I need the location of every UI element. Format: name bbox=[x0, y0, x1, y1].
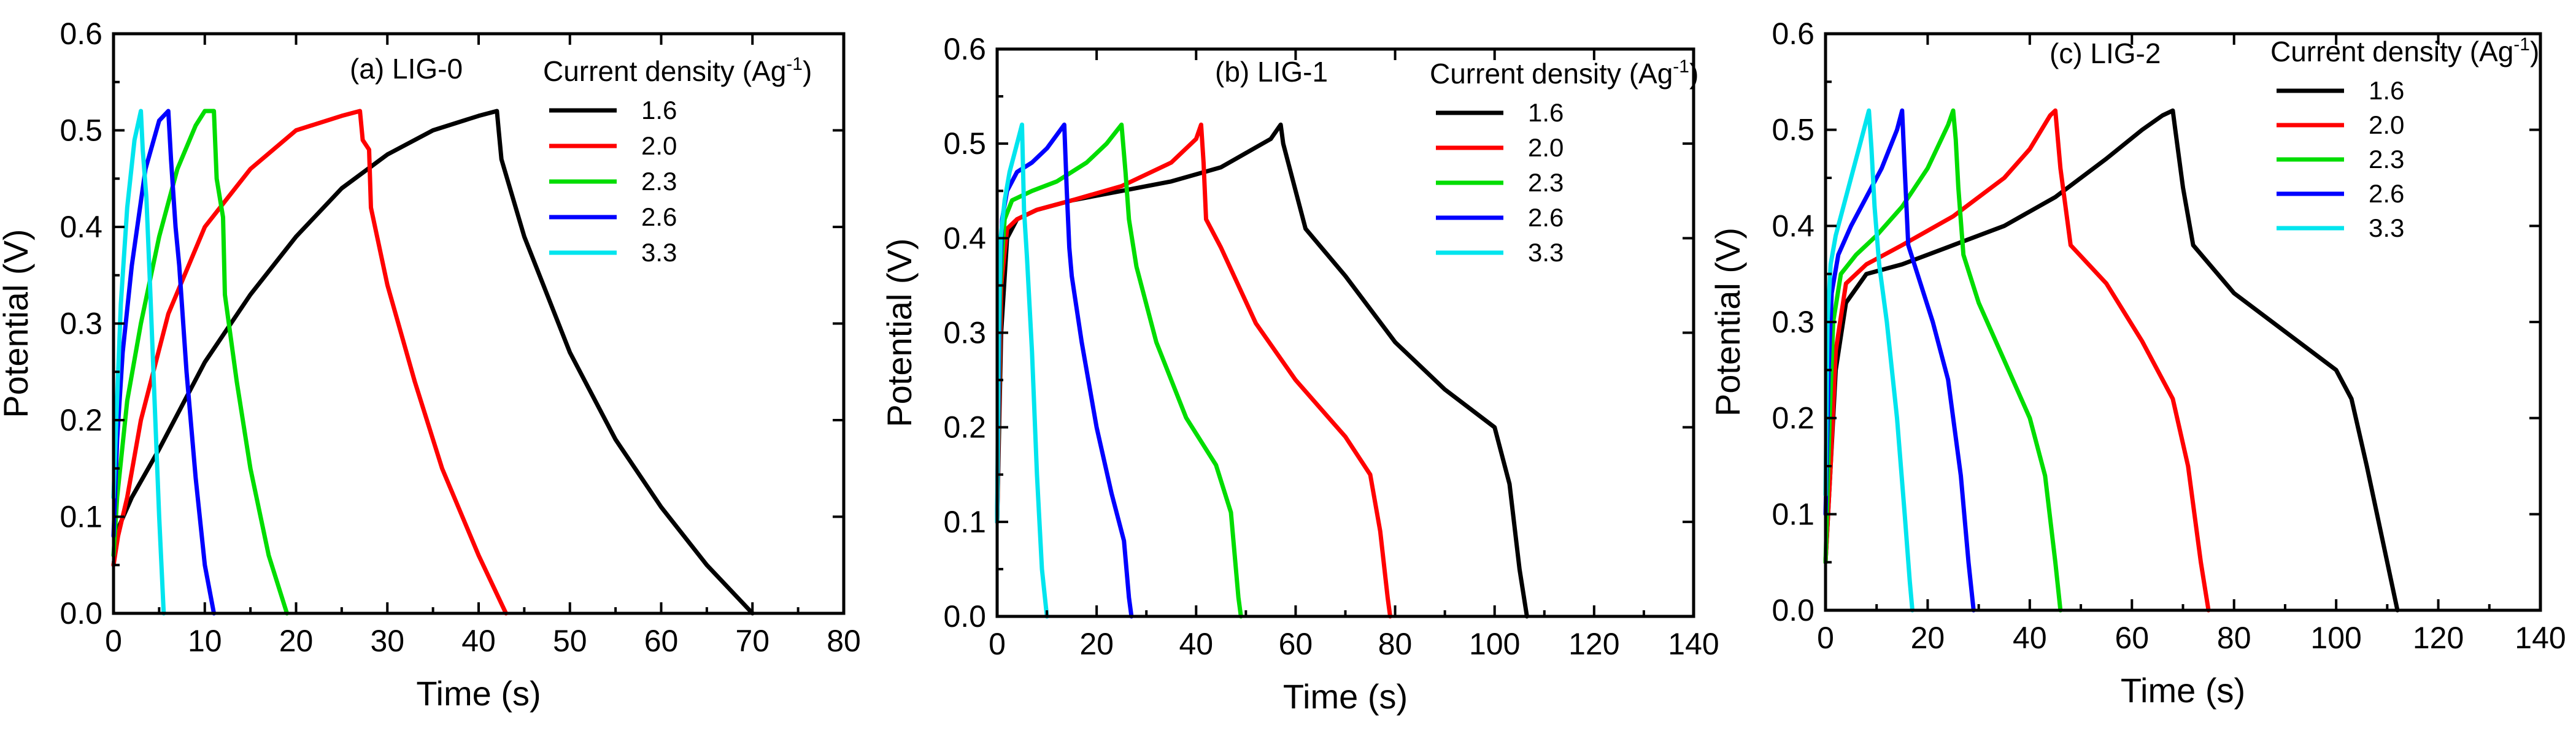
x-tick-label: 80 bbox=[2217, 621, 2251, 655]
x-tick-label: 60 bbox=[644, 624, 679, 658]
x-tick-label: 20 bbox=[1079, 627, 1114, 661]
y-tick-label: 0.5 bbox=[943, 126, 986, 161]
series-line-2.0 bbox=[1823, 108, 2211, 613]
chart-panel-0: 0 10 20 30 40 50 60 70 80 0.0 0.1 0.2 0.3 0.4 0.5 0.6 Ti… bbox=[0, 17, 861, 713]
y-tick-label: 0.1 bbox=[60, 500, 102, 534]
legend-label-2.6: 2.6 bbox=[641, 202, 677, 231]
x-tick-label: 0 bbox=[1817, 621, 1834, 655]
x-axis-title: Time (s) bbox=[1283, 677, 1408, 716]
x-tick-label: 10 bbox=[188, 624, 222, 658]
x-tick-label: 100 bbox=[2310, 621, 2361, 655]
legend-label-2.3: 2.3 bbox=[641, 167, 677, 196]
x-tick-label: 140 bbox=[2515, 621, 2566, 655]
y-tick-label: 0.0 bbox=[60, 596, 102, 631]
legend-label-2.0: 2.0 bbox=[2369, 110, 2404, 139]
y-tick-label: 0.3 bbox=[1772, 305, 1814, 339]
panel-title: (a) LIG-0 bbox=[350, 53, 463, 85]
series-line-2.0 bbox=[995, 122, 1392, 619]
x-tick-label: 0 bbox=[105, 624, 122, 658]
x-tick-label: 80 bbox=[827, 624, 861, 658]
legend-label-2.0: 2.0 bbox=[641, 131, 677, 160]
series-line-3.3 bbox=[995, 122, 1049, 619]
series-line-2.6 bbox=[111, 109, 217, 616]
y-tick-label: 0.2 bbox=[60, 403, 102, 437]
x-axis-title: Time (s) bbox=[2121, 671, 2245, 710]
y-tick-label: 0.3 bbox=[943, 316, 986, 350]
x-tick-label: 30 bbox=[370, 624, 404, 658]
y-tick-label: 0.5 bbox=[60, 113, 102, 148]
legend-label-2.3: 2.3 bbox=[1528, 168, 1564, 197]
x-tick-label: 120 bbox=[1568, 627, 1619, 661]
legend-title: Current density (Ag-1) bbox=[2270, 34, 2539, 67]
x-tick-label: 140 bbox=[1668, 627, 1719, 661]
x-tick-label: 60 bbox=[1279, 627, 1313, 661]
x-tick-label: 20 bbox=[279, 624, 314, 658]
x-tick-label: 60 bbox=[2115, 621, 2149, 655]
y-tick-label: 0.4 bbox=[1772, 209, 1814, 243]
x-tick-label: 0 bbox=[989, 627, 1006, 661]
legend-label-2.3: 2.3 bbox=[2369, 145, 2404, 174]
panel-title: (b) LIG-1 bbox=[1215, 56, 1328, 88]
series-line-2.6 bbox=[1823, 108, 1976, 613]
x-tick-label: 80 bbox=[1378, 627, 1413, 661]
series-line-2.3 bbox=[1823, 108, 2063, 613]
y-tick-label: 0.6 bbox=[1772, 17, 1814, 51]
chart-panel-1: 0 20 40 60 80 100 120 140 0.0 0.1 0.2 0.3 0.4 0.5 0.6 T… bbox=[880, 32, 1719, 716]
legend-label-2.6: 2.6 bbox=[1528, 203, 1564, 232]
series-line-3.3 bbox=[1823, 108, 1915, 613]
y-tick-label: 0.0 bbox=[1772, 593, 1814, 627]
series-line-2.0 bbox=[111, 109, 509, 616]
x-tick-label: 40 bbox=[2013, 621, 2047, 655]
x-tick-label: 40 bbox=[461, 624, 496, 658]
y-tick-label: 0.1 bbox=[943, 505, 986, 539]
y-tick-label: 0.3 bbox=[60, 307, 102, 341]
legend-title: Current density (Ag-1) bbox=[1430, 56, 1699, 90]
y-tick-label: 0.6 bbox=[60, 17, 102, 51]
legend-label-3.3: 3.3 bbox=[2369, 213, 2404, 242]
legend-label-2.0: 2.0 bbox=[1528, 133, 1564, 162]
y-tick-label: 0.6 bbox=[943, 32, 986, 66]
y-tick-label: 0.2 bbox=[1772, 401, 1814, 435]
y-tick-label: 0.1 bbox=[1772, 497, 1814, 531]
panel-title: (c) LIG-2 bbox=[2050, 37, 2161, 69]
x-tick-label: 120 bbox=[2413, 621, 2464, 655]
y-tick-label: 0.4 bbox=[60, 210, 102, 244]
x-tick-label: 100 bbox=[1469, 627, 1520, 661]
plot-frame bbox=[112, 32, 846, 615]
legend-label-1.6: 1.6 bbox=[641, 96, 677, 125]
y-tick-label: 0.0 bbox=[943, 599, 986, 634]
legend-label-1.6: 1.6 bbox=[1528, 98, 1564, 127]
y-tick-label: 0.2 bbox=[943, 410, 986, 445]
chart-panel-2: 0 20 40 60 80 100 120 140 0.0 0.1 0.2 0.3 0.4 0.5 0.6 T… bbox=[1708, 17, 2566, 710]
y-tick-label: 0.4 bbox=[943, 221, 986, 255]
series-line-1.6 bbox=[111, 109, 755, 616]
legend-label-1.6: 1.6 bbox=[2369, 76, 2404, 105]
y-tick-label: 0.5 bbox=[1772, 113, 1814, 147]
x-tick-label: 70 bbox=[735, 624, 769, 658]
x-tick-label: 20 bbox=[1911, 621, 1945, 655]
x-tick-label: 50 bbox=[553, 624, 587, 658]
legend-title: Current density (Ag-1) bbox=[543, 54, 812, 87]
x-tick-label: 40 bbox=[1179, 627, 1213, 661]
legend-label-3.3: 3.3 bbox=[1528, 238, 1564, 267]
x-axis-title: Time (s) bbox=[416, 674, 541, 713]
y-axis-title: Potential (V) bbox=[0, 229, 35, 418]
legend-label-2.6: 2.6 bbox=[2369, 179, 2404, 208]
y-axis-title: Potential (V) bbox=[880, 238, 919, 427]
legend-label-3.3: 3.3 bbox=[641, 238, 677, 267]
series-line-1.6 bbox=[1823, 108, 2400, 613]
series-line-2.3 bbox=[995, 122, 1243, 619]
plot-frame bbox=[995, 47, 1695, 618]
series-line-2.3 bbox=[111, 109, 290, 616]
y-axis-title: Potential (V) bbox=[1708, 228, 1747, 416]
